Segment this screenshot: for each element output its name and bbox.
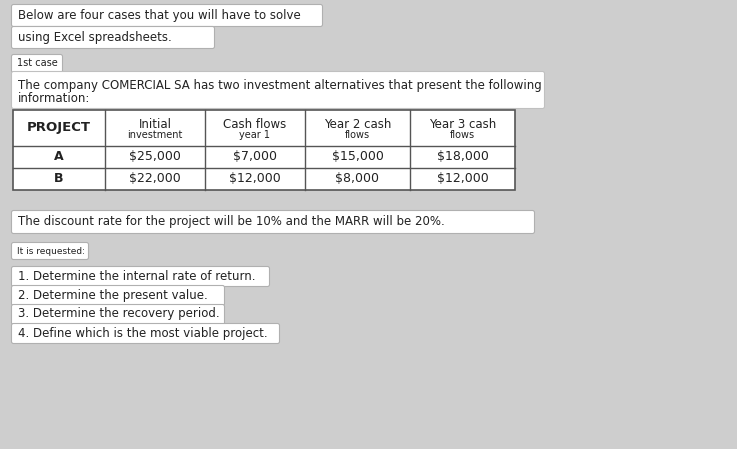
FancyBboxPatch shape xyxy=(12,286,225,305)
Text: flows: flows xyxy=(345,130,370,140)
FancyBboxPatch shape xyxy=(12,242,88,260)
Text: $18,000: $18,000 xyxy=(436,150,489,163)
Text: $12,000: $12,000 xyxy=(436,172,489,185)
Text: $12,000: $12,000 xyxy=(229,172,281,185)
Text: Initial: Initial xyxy=(139,118,172,131)
FancyBboxPatch shape xyxy=(12,323,279,343)
Text: 2. Determine the present value.: 2. Determine the present value. xyxy=(18,289,208,301)
Text: $7,000: $7,000 xyxy=(233,150,277,163)
Text: $8,000: $8,000 xyxy=(335,172,380,185)
Text: Below are four cases that you will have to solve: Below are four cases that you will have … xyxy=(18,9,301,22)
Text: A: A xyxy=(55,150,64,163)
FancyBboxPatch shape xyxy=(12,4,323,26)
Text: Year 2 cash: Year 2 cash xyxy=(324,118,391,131)
Text: PROJECT: PROJECT xyxy=(27,122,91,135)
Text: It is requested:: It is requested: xyxy=(17,247,85,255)
FancyBboxPatch shape xyxy=(12,71,545,109)
Text: The discount rate for the project will be 10% and the MARR will be 20%.: The discount rate for the project will b… xyxy=(18,216,444,229)
Text: $25,000: $25,000 xyxy=(129,150,181,163)
FancyBboxPatch shape xyxy=(12,26,214,48)
Text: information:: information: xyxy=(18,92,91,105)
FancyBboxPatch shape xyxy=(12,54,63,72)
Text: The company COMERCIAL SA has two investment alternatives that present the follow: The company COMERCIAL SA has two investm… xyxy=(18,79,542,92)
FancyBboxPatch shape xyxy=(12,267,270,286)
Text: year 1: year 1 xyxy=(240,130,270,140)
Text: $15,000: $15,000 xyxy=(332,150,383,163)
FancyBboxPatch shape xyxy=(12,304,225,325)
Text: Cash flows: Cash flows xyxy=(223,118,287,131)
Text: Year 3 cash: Year 3 cash xyxy=(429,118,496,131)
Text: using Excel spreadsheets.: using Excel spreadsheets. xyxy=(18,31,172,44)
Text: 1. Determine the internal rate of return.: 1. Determine the internal rate of return… xyxy=(18,269,256,282)
Text: flows: flows xyxy=(450,130,475,140)
Text: B: B xyxy=(55,172,63,185)
Text: $22,000: $22,000 xyxy=(129,172,181,185)
Text: 3. Determine the recovery period.: 3. Determine the recovery period. xyxy=(18,308,220,321)
FancyBboxPatch shape xyxy=(12,211,534,233)
Bar xyxy=(13,110,515,190)
Text: investment: investment xyxy=(128,130,183,140)
Text: 4. Define which is the most viable project.: 4. Define which is the most viable proje… xyxy=(18,326,268,339)
Text: 1st case: 1st case xyxy=(17,58,57,68)
